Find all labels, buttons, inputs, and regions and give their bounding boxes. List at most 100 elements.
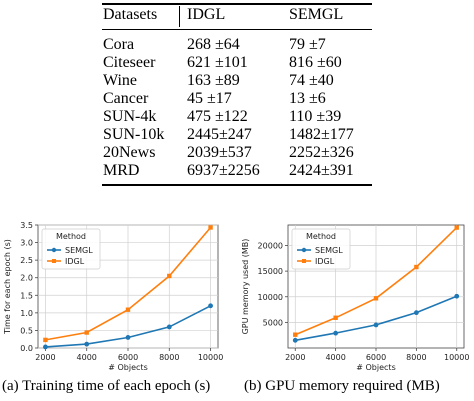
caption-training-time: (a) Training time of each epoch (s)	[2, 378, 211, 394]
table-cell-dataset: MRD	[103, 162, 140, 179]
legend-box	[291, 228, 351, 270]
table-cell-idgl: 475 ±122	[187, 108, 248, 125]
table-cell-semgl: 79 ±7	[289, 36, 326, 53]
legend-title: Method	[56, 232, 86, 241]
chart-gpu-memory: 5000 10000 15000 20000 2000 4000 6000 8000 10000…	[240, 214, 472, 374]
x-tick-label: 6000	[366, 353, 386, 362]
table-cell-semgl: 2424±391	[289, 162, 354, 179]
x-tick-label: 4000	[325, 353, 345, 362]
chart-training-time-svg: 0.0 0.5 1.0 1.5 2.0 2.5 3.0 3.5 2000 4000 6000 8000…	[3, 221, 223, 372]
x-axis-label: # Objects	[108, 363, 147, 372]
table-cell-idgl: 6937±2256	[187, 162, 260, 179]
data-point-semgl	[43, 344, 48, 350]
table-header-datasets: Datasets	[103, 6, 158, 23]
table-cell-dataset: SUN-10k	[103, 126, 165, 143]
x-tick-label: 10000	[198, 353, 223, 362]
data-point-idgl	[454, 225, 459, 230]
legend-marker-semgl	[301, 247, 307, 253]
data-point-idgl	[373, 296, 379, 301]
table-cell-idgl: 45 ±17	[187, 90, 232, 107]
y-tick-label: 0.0	[20, 344, 33, 353]
data-point-idgl	[84, 330, 89, 335]
table-cell-semgl: 816 ±60	[289, 54, 342, 71]
data-point-semgl	[413, 310, 419, 316]
y-tick-label: 10000	[258, 293, 283, 302]
table-cell-semgl: 74 ±40	[289, 72, 334, 89]
data-point-semgl	[292, 337, 298, 343]
legend-marker-idgl	[302, 259, 306, 263]
table-cell-semgl: 2252±326	[289, 144, 354, 161]
y-tick-label: 2.5	[20, 256, 33, 265]
y-tick-label: 2.0	[20, 274, 33, 283]
table-cell-dataset: 20News	[103, 144, 156, 161]
data-point-semgl	[125, 335, 131, 340]
table-cell-dataset: Wine	[103, 72, 138, 89]
legend-marker-semgl	[51, 247, 57, 253]
table-top-rule	[102, 3, 372, 5]
legend-box	[41, 228, 101, 270]
chart-training-time: 0.0 0.5 1.0 1.5 2.0 2.5 3.0 3.5 2000 4000 6000 8000…	[2, 214, 232, 374]
table-row: Wine 163 ±89 74 ±40	[102, 72, 372, 90]
y-tick-label: 5000	[263, 318, 283, 327]
x-axis-label: # Objects	[356, 363, 395, 372]
x-tick-label: 8000	[159, 353, 179, 362]
legend-label-idgl: IDGL	[315, 257, 335, 266]
table-cell-idgl: 621 ±101	[187, 54, 248, 71]
table-cell-semgl: 1482±177	[289, 126, 354, 143]
y-tick-label: 1.0	[20, 309, 33, 318]
data-point-semgl	[84, 341, 90, 347]
x-tick-label: 8000	[406, 353, 426, 362]
data-point-semgl	[208, 303, 213, 309]
table-row: 20News 2039±537 2252±326	[102, 144, 372, 162]
table-header-rule	[102, 29, 372, 30]
y-axis-label: GPU memory used (MB)	[241, 239, 250, 335]
table-cell-dataset: Cora	[103, 36, 135, 53]
table-cell-idgl: 2445±247	[187, 126, 252, 143]
x-tick-label: 2000	[285, 353, 305, 362]
data-point-idgl	[43, 337, 48, 343]
data-point-idgl	[414, 264, 419, 270]
legend-label-semgl: SEMGL	[315, 246, 343, 255]
table-row: SUN-4k 475 ±122 110 ±39	[102, 108, 372, 126]
data-point-semgl	[166, 324, 172, 330]
table-row: SUN-10k 2445±247 1482±177	[102, 126, 372, 144]
caption-gpu-memory: (b) GPU memory required (MB)	[244, 378, 440, 394]
table-cell-idgl: 163 ±89	[187, 72, 240, 89]
table-cell-dataset: Citeseer	[103, 54, 156, 71]
table-cell-idgl: 2039±537	[187, 144, 252, 161]
y-tick-label: 1.5	[20, 291, 33, 300]
data-point-semgl	[373, 322, 379, 328]
y-tick-label: 15000	[258, 267, 283, 276]
x-tick-label: 6000	[118, 353, 138, 362]
x-tick-label: 10000	[444, 353, 469, 362]
legend-label-idgl: IDGL	[65, 257, 85, 266]
data-point-idgl	[333, 315, 338, 320]
data-point-idgl	[167, 273, 172, 279]
legend-marker-idgl	[52, 259, 56, 263]
y-tick-label: 3.0	[20, 239, 33, 248]
table-cell-dataset: SUN-4k	[103, 108, 157, 125]
table-row: Cora 268 ±64 79 ±7	[102, 36, 372, 54]
y-axis-label: Time for each epoch (s)	[3, 239, 12, 335]
y-tick-label: 3.5	[20, 221, 33, 230]
table-cell-dataset: Cancer	[103, 90, 149, 107]
table-row: MRD 6937±2256 2424±391	[102, 162, 372, 180]
legend-title: Method	[306, 232, 336, 241]
table-header-semgl: SEMGL	[289, 6, 344, 23]
legend-label-semgl: SEMGL	[65, 246, 93, 255]
data-point-idgl	[293, 332, 298, 337]
data-point-idgl	[125, 307, 131, 312]
table-cell-semgl: 13 ±6	[289, 90, 326, 107]
y-tick-label: 0.5	[20, 326, 33, 335]
table-row: Cancer 45 ±17 13 ±6	[102, 90, 372, 108]
data-point-idgl	[208, 225, 213, 230]
table-bottom-rule	[102, 184, 372, 186]
table-cell-semgl: 110 ±39	[289, 108, 342, 125]
data-point-semgl	[333, 330, 339, 336]
x-tick-label: 2000	[35, 353, 55, 362]
x-tick-label: 4000	[77, 353, 97, 362]
data-point-semgl	[454, 293, 460, 299]
table-header-divider	[179, 6, 180, 27]
y-tick-label: 20000	[258, 242, 283, 251]
table-row: Citeseer 621 ±101 816 ±60	[102, 54, 372, 72]
